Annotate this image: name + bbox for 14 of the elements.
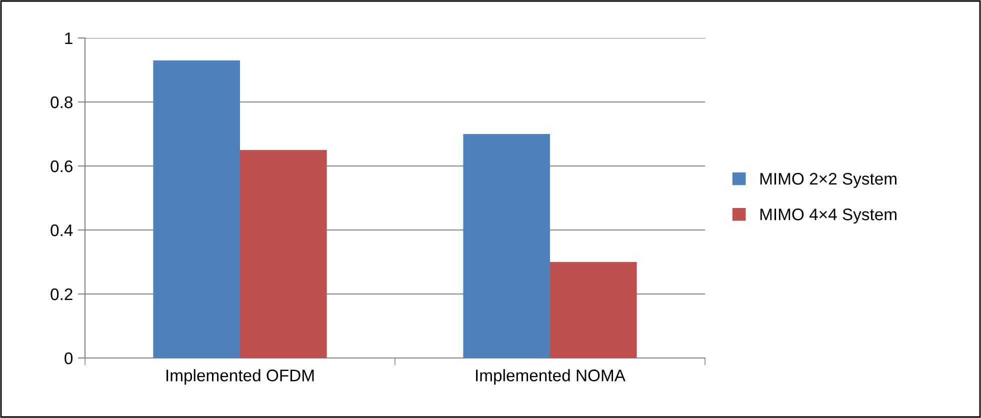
y-tick-label: 0.6 (50, 160, 72, 172)
y-tick-label: 0.8 (50, 96, 72, 108)
x-tick-label: Implemented OFDM (166, 369, 314, 385)
legend-label: MIMO 2×2 System (760, 172, 896, 188)
bar (240, 150, 327, 358)
y-tick-label: 0 (64, 352, 73, 364)
x-tick-label: Implemented NOMA (476, 369, 626, 385)
bar (463, 134, 550, 358)
legend-label: MIMO 4×4 System (760, 208, 896, 224)
y-tick-label: 0.4 (50, 224, 73, 236)
bar (550, 262, 637, 358)
y-tick-label: 0.2 (50, 288, 72, 300)
bar (153, 60, 240, 358)
y-tick-label: 1 (65, 32, 72, 44)
